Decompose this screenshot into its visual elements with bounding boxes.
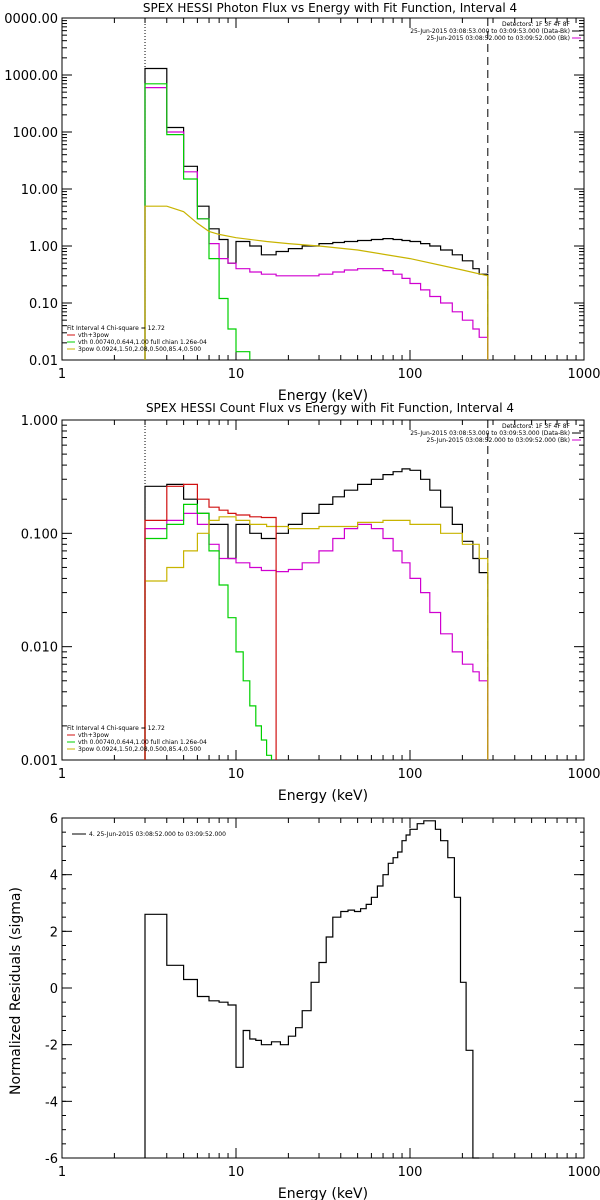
photon-ytick-label: 1.00 (29, 240, 58, 255)
count-info-line: Detectors: 1F 3F 4F 8F (502, 423, 571, 430)
photon-ytick-label: 0000.00 (4, 12, 58, 27)
photon-flux-title: SPEX HESSI Photon Flux vs Energy with Fi… (143, 1, 517, 15)
photon-flux-panel: SPEX HESSI Photon Flux vs Energy with Fi… (4, 1, 600, 404)
resid-xtick-label: 1 (58, 1165, 66, 1180)
photon-xtick-label: 10 (228, 367, 245, 382)
count-xtick-label: 100 (398, 767, 423, 782)
count-legend-entry: vth 0.00740,0.644,1.00 full chian 1.26e-… (78, 739, 207, 746)
panel1-plot: 1 10 100 1000 0.01 0.10 1.00 10.00 100.00 1000.00… (4, 12, 600, 382)
photon-flux-xlabel: Energy (keV) (278, 388, 368, 404)
count-series-black (144, 468, 489, 760)
count-ytick-label: 0.010 (21, 641, 58, 656)
photon-xtick-label: 100 (398, 367, 423, 382)
photon-info-line: 25-Jun-2015 03:08:53.000 to 03:09:53.000… (410, 28, 570, 35)
count-axes-frame (61, 419, 585, 761)
count-series-red (144, 483, 277, 760)
photon-xtick-label: 1000 (567, 367, 600, 382)
count-flux-title: SPEX HESSI Count Flux vs Energy with Fit… (146, 401, 514, 415)
count-xtick-label: 1000 (567, 767, 600, 782)
photon-legend-entry: vth 0.00740,0.644,1.00 full chian 1.26e-… (78, 339, 207, 346)
count-xtick-label: 10 (228, 767, 245, 782)
photon-series-green (144, 83, 251, 360)
photon-series-black (144, 67, 489, 360)
resid-ytick-label: 0 (50, 982, 58, 997)
count-info-line: 25-Jun-2015 03:08:53.000 to 03:09:53.000… (410, 430, 570, 437)
photon-series-yellow (144, 205, 489, 360)
panel2-plot: 1 10 100 1000 0.001 0.010 0.100 1.000 Detectors:… (21, 414, 600, 782)
panel3-plot: 1 10 100 1000 -6 -4 -2 0 2 4 6 4. 25-Jun-2015 03:08… (45, 812, 600, 1180)
resid-xtick-label: 100 (398, 1165, 423, 1180)
count-flux-xlabel: Energy (keV) (278, 788, 368, 804)
resid-ytick-label: 2 (50, 925, 58, 940)
resid-ytick-label: 6 (50, 812, 58, 827)
count-series-green (144, 503, 273, 760)
photon-legend-entry: Fit Interval 4 Chi-square = 12.72 (67, 325, 165, 332)
photon-info-line: 25-Jun-2015 03:08:52.000 to 03:09:52.000… (427, 35, 570, 42)
count-xtick-label: 1 (58, 767, 66, 782)
count-legend-entry: 3pow 0.0924,1.50,2.08,0.500,85.4,0.500 (78, 746, 201, 753)
photon-ytick-label: 0.01 (29, 354, 58, 369)
resid-axes-frame (61, 817, 585, 1159)
count-legend-entry: vth+3pow (78, 732, 109, 739)
photon-info-line: Detectors: 1F 3F 4F 8F (502, 21, 571, 28)
count-legend-entry: Fit Interval 4 Chi-square = 12.72 (67, 725, 165, 732)
resid-series-black (144, 820, 480, 1159)
resid-ytick-label: 4 (50, 869, 58, 884)
count-ytick-label: 1.000 (21, 414, 58, 429)
resid-ytick-label: -6 (45, 1152, 58, 1167)
photon-legend-entry: vth+3pow (78, 332, 109, 339)
photon-ytick-label: 10.00 (21, 183, 58, 198)
resid-xtick-label: 1000 (567, 1165, 600, 1180)
resid-xtick-label: 10 (228, 1165, 245, 1180)
photon-series-magenta (144, 86, 489, 360)
residuals-ylabel: Normalized Residuals (sigma) (8, 887, 24, 1095)
count-ytick-label: 0.001 (21, 754, 58, 769)
count-info-line: 25-Jun-2015 03:08:52.000 to 03:09:52.000… (427, 437, 570, 444)
photon-xtick-label: 1 (58, 367, 66, 382)
photon-ytick-label: 1000.00 (4, 69, 58, 84)
resid-ytick-label: -2 (45, 1039, 58, 1054)
photon-legend-entry: 3pow 0.0924,1.50,2.08,0.500,85.4,0.500 (78, 346, 201, 353)
residuals-panel: 1 10 100 1000 -6 -4 -2 0 2 4 6 4. 25-Jun-2015 03:08… (8, 812, 600, 1200)
count-ytick-label: 0.100 (21, 527, 58, 542)
count-series-magenta (144, 512, 489, 760)
photon-ytick-label: 0.10 (29, 297, 58, 312)
count-series-yellow (144, 516, 489, 760)
resid-legend-entry: 4. 25-Jun-2015 03:08:52.000 to 03:09:52.… (89, 831, 226, 838)
photon-axes-frame (61, 17, 585, 361)
count-flux-panel: SPEX HESSI Count Flux vs Energy with Fit… (21, 401, 600, 804)
residuals-xlabel: Energy (keV) (278, 1186, 368, 1200)
resid-ytick-label: -4 (45, 1095, 58, 1110)
photon-ytick-label: 100.00 (13, 126, 59, 141)
